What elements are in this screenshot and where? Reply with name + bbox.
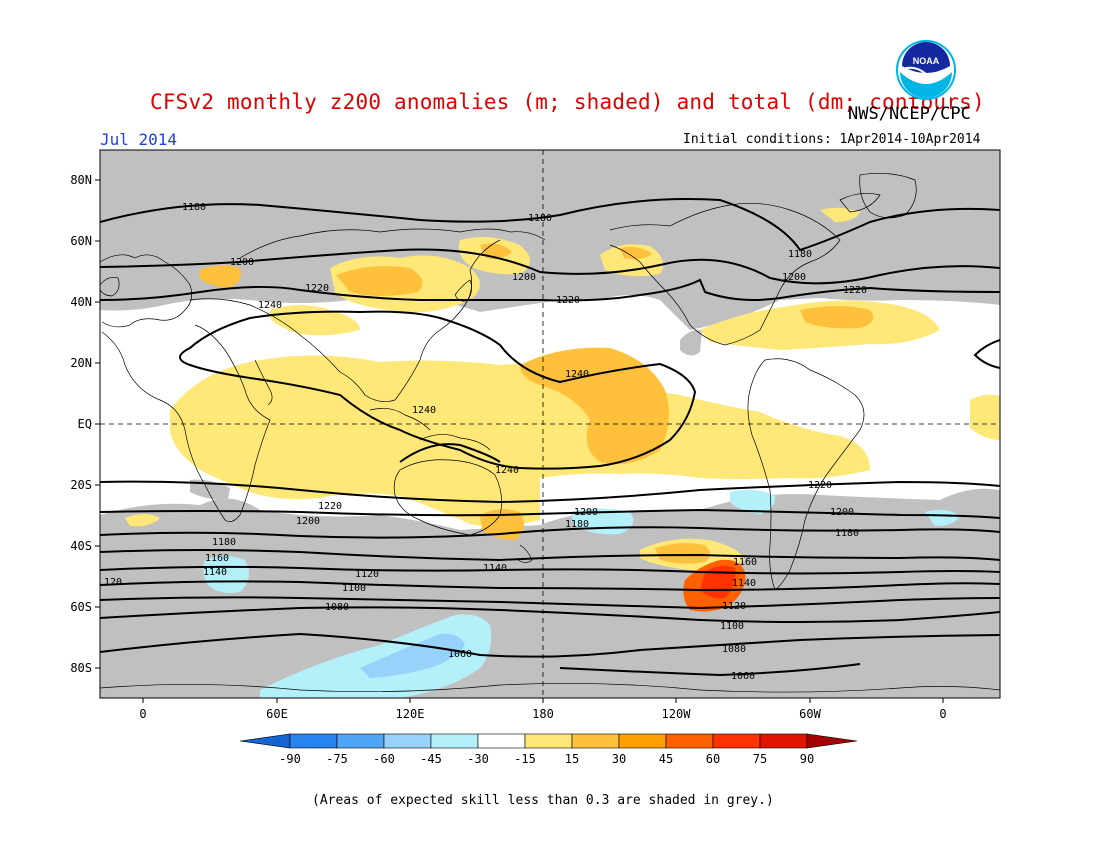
- negative-anomaly-regions: [203, 489, 960, 698]
- contour-label: 1080: [722, 644, 746, 655]
- contour-label: 1060: [731, 671, 755, 682]
- contour-label: 1240: [258, 300, 282, 311]
- contour-label: 1140: [483, 563, 507, 574]
- contour-label: 1080: [325, 602, 349, 613]
- contour-label: 1180: [182, 202, 206, 213]
- contour-label: 1120: [722, 601, 746, 612]
- map-title: CFSv2 monthly z200 anomalies (m; shaded)…: [150, 90, 985, 114]
- colorbar-swatch: [430, 733, 479, 749]
- lat-label: 80N: [70, 173, 92, 187]
- contour-label: 1100: [342, 583, 366, 594]
- lon-label: 60E: [266, 707, 288, 721]
- reference-lines: [100, 150, 1000, 698]
- colorbar-tick-label: -30: [467, 752, 489, 766]
- contour-label: 1180: [528, 213, 552, 224]
- contour-label: 1240: [412, 405, 436, 416]
- longitude-labels: 0 60E 120E 180 120W 60W 0: [139, 707, 946, 721]
- contour-label: 1180: [788, 249, 812, 260]
- height-contours: [100, 198, 1000, 677]
- lon-label: 120W: [662, 707, 692, 721]
- contour-label: 1200: [230, 257, 254, 268]
- forecast-month: Jul 2014: [100, 130, 178, 149]
- lat-label: 20N: [70, 356, 92, 370]
- contour-label: 1200: [574, 507, 598, 518]
- svg-text:NOAA: NOAA: [913, 56, 940, 66]
- contour-label: 1200: [782, 272, 806, 283]
- contour-label: 1180: [565, 519, 589, 530]
- colorbar: -90 -75 -60 -45 -30 -15 15 30 45 60 75 90: [239, 733, 858, 766]
- lat-label: 60S: [70, 600, 92, 614]
- initial-conditions: Initial conditions: 1Apr2014-10Apr2014: [683, 132, 981, 147]
- lat-label: 40N: [70, 295, 92, 309]
- contour-label: 1220: [808, 480, 832, 491]
- contour-label: 1140: [203, 567, 227, 578]
- lat-label: 80S: [70, 661, 92, 675]
- colorbar-tick-label: -15: [514, 752, 536, 766]
- contour-label: 120: [104, 577, 122, 588]
- contour-labels: 1180 1180 1180 1200 1200 1200 1220 1220 …: [104, 202, 867, 682]
- contour-label: 1200: [296, 516, 320, 527]
- colorbar-tick-label: 15: [565, 752, 579, 766]
- colorbar-tick-label: -90: [279, 752, 301, 766]
- colorbar-tick-label: -45: [420, 752, 442, 766]
- lat-label: 20S: [70, 478, 92, 492]
- contour-label: 1220: [843, 285, 867, 296]
- contour-label: 1220: [556, 295, 580, 306]
- latitude-labels: 80N 60N 40N 20N EQ 20S 40S 60S 80S: [70, 173, 92, 675]
- colorbar-tick-label: -60: [373, 752, 395, 766]
- lon-label: 0: [139, 707, 146, 721]
- contour-label: 1180: [835, 528, 859, 539]
- contour-label: 1060: [448, 649, 472, 660]
- colorbar-swatch: [759, 733, 808, 749]
- agency-label: NWS/NCEP/CPC: [848, 104, 971, 124]
- lon-label: 0: [939, 707, 946, 721]
- colorbar-tick-label: 75: [753, 752, 767, 766]
- colorbar-swatch: [665, 733, 714, 749]
- colorbar-tick-label: 60: [706, 752, 720, 766]
- colorbar-tick-label: 90: [800, 752, 814, 766]
- contour-label: 1100: [720, 621, 744, 632]
- low-skill-regions: [100, 150, 1000, 698]
- colorbar-arrow-left: [239, 733, 291, 749]
- colorbar-swatch: [383, 733, 432, 749]
- contour-label: 1180: [212, 537, 236, 548]
- contour-label: 1220: [318, 501, 342, 512]
- colorbar-swatch: [289, 733, 338, 749]
- axis-ticks: [95, 179, 944, 703]
- colorbar-tick-label: 45: [659, 752, 673, 766]
- lat-label: EQ: [78, 417, 92, 431]
- contour-label: 1160: [733, 557, 757, 568]
- colorbar-swatch: [524, 733, 573, 749]
- contour-label: 1140: [732, 578, 756, 589]
- contour-label: 1240: [565, 369, 589, 380]
- map-plot-area: 1180 1180 1180 1200 1200 1200 1220 1220 …: [100, 150, 1000, 698]
- colorbar-swatch: [571, 733, 620, 749]
- lon-label: 120E: [396, 707, 425, 721]
- colorbar-swatch: [336, 733, 385, 749]
- colorbar-tick-label: -75: [326, 752, 348, 766]
- colorbar-arrow-right: [806, 733, 858, 749]
- colorbar-swatch: [712, 733, 761, 749]
- footnote: (Areas of expected skill less than 0.3 a…: [312, 793, 774, 808]
- colorbar-swatch: [618, 733, 667, 749]
- lon-label: 180: [532, 707, 554, 721]
- lon-label: 60W: [799, 707, 821, 721]
- contour-label: 1200: [512, 272, 536, 283]
- contour-label: 1200: [830, 507, 854, 518]
- contour-label: 1160: [205, 553, 229, 564]
- contour-label: 1220: [305, 283, 329, 294]
- lat-label: 60N: [70, 234, 92, 248]
- noaa-logo-icon: NOAA: [896, 40, 956, 100]
- contour-label: 1240: [495, 465, 519, 476]
- colorbar-swatch: [477, 733, 526, 749]
- lat-label: 40S: [70, 539, 92, 553]
- contour-label: 1120: [355, 569, 379, 580]
- colorbar-tick-label: 30: [612, 752, 626, 766]
